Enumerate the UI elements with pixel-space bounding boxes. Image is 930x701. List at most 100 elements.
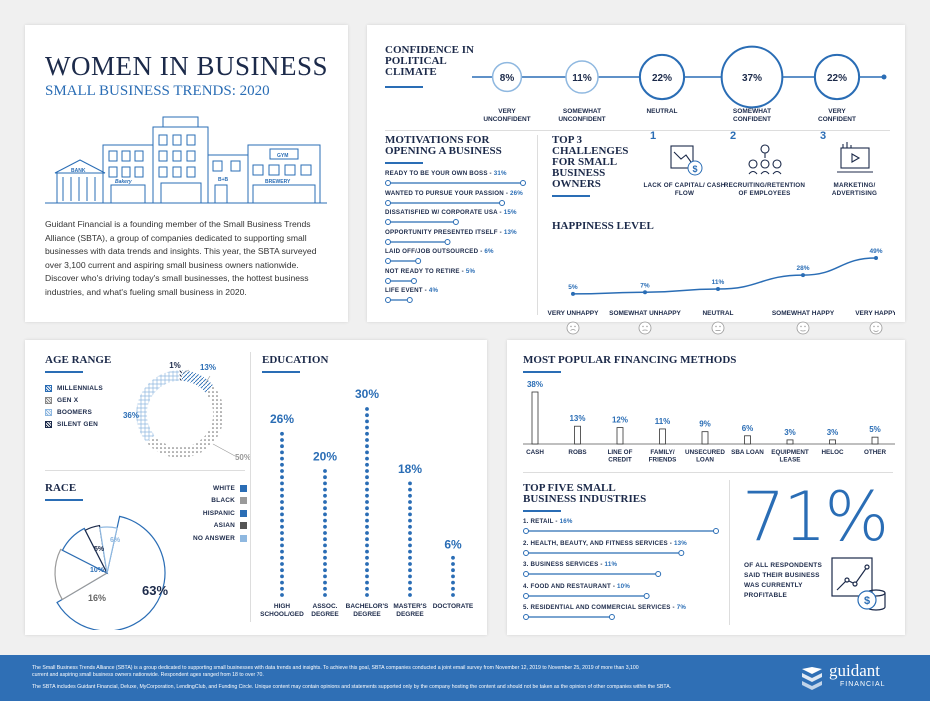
financing-bar (616, 427, 624, 445)
profitable-percent: 71% (742, 478, 889, 557)
education-dot (280, 580, 284, 585)
race-slice (84, 524, 108, 574)
motivation-label: WANTED TO PURSUE YOUR PASSION - 26% (385, 190, 535, 197)
age-slice (135, 369, 180, 443)
industry-row: 1. RETAIL - 16% (523, 518, 723, 540)
education-label: DEGREE (311, 611, 339, 618)
motivation-row: NOT READY TO RETIRE - 5% (385, 268, 535, 288)
motivation-bar-start (385, 277, 391, 284)
financing-label: EQUIPMENT (771, 449, 809, 456)
motivation-row: WANTED TO PURSUE YOUR PASSION - 26% (385, 190, 535, 210)
education-dot (365, 456, 369, 461)
motivation-value: 5% (465, 267, 476, 275)
industry-row: 4. FOOD AND RESTAURANT - 10% (523, 583, 723, 605)
motivation-bar-start (385, 258, 391, 264)
education-dot (365, 518, 369, 523)
motivation-text: LAID OFF/JOB OUTSOURCED - (385, 248, 485, 255)
legend-swatch (240, 484, 247, 492)
education-dot (408, 574, 412, 579)
education-dot (280, 549, 284, 554)
education-label: DEGREE (396, 611, 424, 618)
race-legend-item: BLACK (165, 495, 247, 508)
race-slice (99, 526, 118, 574)
financing-value: 11% (655, 417, 671, 426)
motivation-text: LIFE EVENT - (385, 287, 429, 294)
motivation-bar (385, 277, 417, 284)
education-dot (365, 481, 369, 486)
education-dot (323, 586, 327, 591)
confidence-label: VERY (828, 108, 846, 115)
age-legend-item: SILENT GEN (45, 418, 103, 430)
motivation-text: READY TO BE YOUR OWN BOSS - (385, 170, 494, 177)
business-card: MOST POPULAR FINANCING METHODS 38% CASH 13… (507, 340, 905, 635)
motivation-bar-end (406, 297, 413, 303)
education-dot (408, 555, 412, 560)
industry-bar (523, 528, 719, 534)
education-dot (280, 462, 284, 467)
face-eye (800, 325, 802, 328)
industry-bar-start (523, 549, 529, 556)
confidence-title: CONFIDENCE IN POLITICAL CLIMATE (385, 45, 475, 88)
financing-label: HELOC (821, 449, 843, 456)
face-mouth (800, 330, 806, 332)
education-dot (365, 462, 369, 467)
face-eye (719, 325, 721, 328)
race-value: 6% (110, 537, 121, 544)
face-eye (804, 325, 806, 328)
age-donut-chart: 13% 50% 36% 1% (123, 361, 251, 462)
motivation-bar (385, 238, 451, 245)
logo-main: guidant (829, 661, 880, 680)
happiness-face-icon (796, 321, 810, 335)
footer-disclaimer-2: The SBTA includes Guidant Financial, Del… (32, 684, 672, 690)
education-dot (408, 580, 412, 585)
happiness-label: VERY HAPPY (855, 310, 895, 317)
education-dot (365, 493, 369, 498)
bakery-sign: Bakery (115, 179, 132, 185)
age-value: 36% (123, 411, 139, 420)
education-dot (280, 450, 284, 455)
education-dot (323, 524, 327, 529)
education-dot (323, 537, 327, 542)
page-subtitle: SMALL BUSINESS TRENDS: 2020 (45, 83, 270, 99)
age-leader (212, 443, 236, 457)
age-legend-label: SILENT GEN (57, 420, 99, 428)
motivation-text: OPPORTUNITY PRESENTED ITSELF - (385, 228, 504, 236)
education-label: HIGH (274, 603, 291, 610)
education-dot (323, 593, 327, 597)
education-dot (408, 512, 412, 517)
financing-title: MOST POPULAR FINANCING METHODS (523, 355, 736, 373)
education-value: 6% (444, 537, 462, 551)
industry-value: 11% (604, 561, 618, 568)
industry-bar-end (655, 571, 662, 577)
education-dot (280, 512, 284, 517)
motivation-label: LAID OFF/JOB OUTSOURCED - 6% (385, 248, 535, 255)
financing-label: CASH (526, 449, 544, 456)
profit-chart-icon: $ (831, 557, 886, 611)
industry-bar-start (523, 614, 529, 620)
education-dot (280, 475, 284, 480)
happiness-line (572, 257, 877, 295)
education-dot (323, 506, 327, 511)
motivation-bar-end (444, 238, 451, 245)
education-dot (323, 580, 327, 585)
legend-swatch (45, 420, 52, 428)
confidence-label: SOMEWHAT (563, 108, 601, 115)
motivation-bar (385, 180, 526, 186)
bank-sign: BANK (71, 168, 86, 174)
industry-bar-end (608, 614, 615, 620)
face-mouth (873, 330, 879, 332)
motivation-label: DISSATISFIED W/ CORPORATE USA - 15% (385, 209, 535, 216)
race-legend-label: HISPANIC (202, 509, 235, 517)
happiness-point (571, 291, 575, 296)
motivation-value: 13% (503, 228, 517, 236)
education-dot (365, 555, 369, 560)
age-legend-item: BOOMERS (45, 406, 103, 418)
face-eye (646, 325, 648, 328)
industries-list: 1. RETAIL - 16% 2. HEALTH, BEAUTY, AND FI… (523, 518, 723, 626)
education-dot (451, 574, 455, 579)
education-dot (365, 438, 369, 442)
financing-label: FRIENDS (649, 457, 677, 464)
education-dot (280, 518, 284, 523)
education-label: BACHELOR'S (346, 603, 389, 610)
